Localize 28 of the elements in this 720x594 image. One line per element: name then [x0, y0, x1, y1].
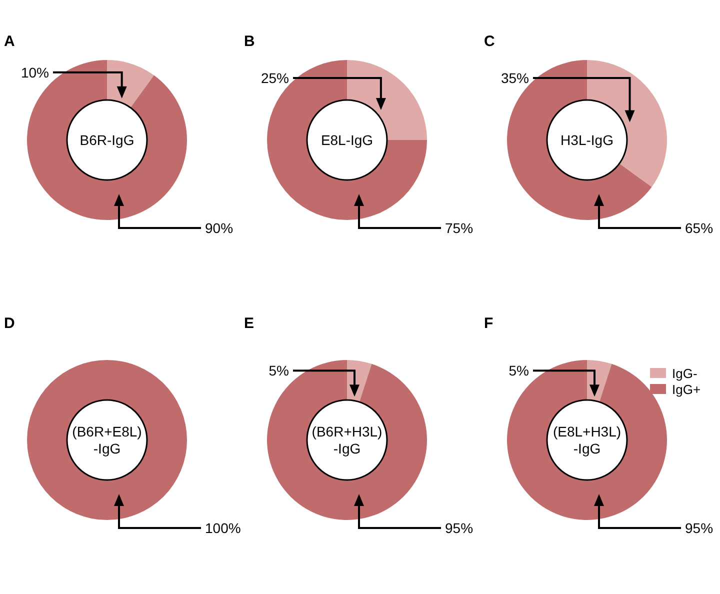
data-label: 25% [260, 70, 289, 86]
data-label: 5% [508, 362, 529, 379]
chart-title: B [244, 33, 255, 50]
text: H3L-IgG [560, 132, 614, 148]
text: B6R-IgG [80, 132, 134, 148]
data-label: 65% [685, 220, 714, 236]
chart-title: F [484, 315, 494, 332]
text: (B6R+E8L) -IgG [72, 424, 142, 456]
legend-label: IgG- [672, 366, 698, 381]
chart-title: D [4, 315, 15, 332]
data-label: 95% [685, 520, 714, 536]
data-label: 35% [500, 70, 529, 86]
donut-slice [107, 60, 154, 108]
data-label: 75% [445, 220, 474, 236]
chart-title: C [484, 33, 495, 50]
data-label: 5% [268, 362, 289, 379]
text: (B6R+H3L) -IgG [312, 424, 382, 456]
donut-slice [507, 360, 667, 520]
data-label: 10% [20, 64, 49, 80]
chart-title: A [4, 33, 15, 50]
data-label: 90% [205, 220, 234, 236]
legend-label: IgG+ [672, 382, 701, 397]
data-label: 95% [445, 520, 474, 536]
text: E8L-IgG [320, 132, 374, 148]
donut-slice [267, 360, 427, 520]
chart-title: E [244, 315, 254, 332]
data-label: 100% [205, 520, 241, 536]
text: (E8L+H3L) -IgG [552, 424, 622, 456]
